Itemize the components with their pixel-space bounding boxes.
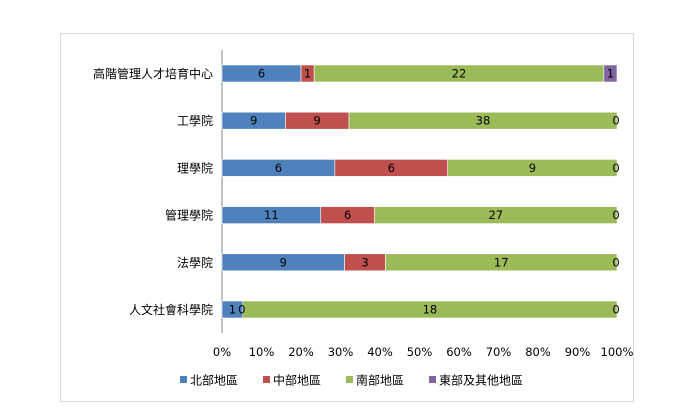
data-label: 1 — [607, 67, 614, 81]
x-tick-label: 20% — [288, 345, 314, 359]
category-label: 人文社會科學院 — [129, 302, 213, 317]
x-tick-label: 10% — [249, 345, 275, 359]
data-label: 0 — [612, 303, 619, 317]
x-tick-label: 0% — [213, 345, 231, 359]
x-tick-label: 70% — [486, 345, 512, 359]
data-label: 9 — [529, 161, 536, 175]
bar-segment — [447, 159, 618, 177]
legend-entry: 中部地區 — [273, 373, 321, 388]
data-label: 0 — [612, 114, 619, 128]
data-label: 6 — [344, 208, 351, 222]
bars-layer — [221, 64, 618, 319]
x-tick-label: 50% — [407, 345, 433, 359]
category-label: 管理學院 — [165, 208, 213, 223]
x-tick-label: 40% — [367, 345, 393, 359]
data-label: 38 — [476, 114, 491, 128]
legend-swatch — [263, 376, 270, 383]
category-label: 高階管理人才培育中心 — [93, 66, 213, 81]
x-tick-label: 80% — [525, 345, 551, 359]
data-label: 6 — [388, 161, 395, 175]
legend-swatch — [180, 376, 187, 383]
x-tick-label: 30% — [328, 345, 354, 359]
data-label: 0 — [238, 303, 245, 317]
legend-swatch — [346, 376, 353, 383]
category-label: 工學院 — [177, 114, 213, 128]
data-label: 22 — [452, 67, 467, 81]
category-label: 法學院 — [177, 256, 213, 270]
axis-layer: 0% 10% 20% 30% 40% 50% 60% 70% 80% 90% 100% — [213, 50, 634, 359]
data-label: 1 — [304, 67, 311, 81]
data-label: 6 — [258, 67, 265, 81]
data-label: 9 — [314, 114, 321, 128]
x-tick-label: 90% — [565, 345, 591, 359]
bar-segment — [242, 300, 618, 319]
bar-segment — [603, 64, 618, 83]
data-label: 3 — [361, 255, 368, 269]
data-label: 11 — [264, 208, 279, 222]
data-label: 0 — [612, 208, 619, 222]
data-label: 27 — [488, 208, 503, 222]
data-label: 0 — [612, 255, 619, 269]
data-label: 1 — [229, 303, 236, 317]
x-tick-label: 100% — [601, 345, 634, 359]
data-label: 0 — [612, 161, 619, 175]
legend: 北部地區 中部地區 南部地區 東部及其他地區 — [180, 373, 523, 388]
data-label: 17 — [494, 255, 509, 269]
legend-swatch — [429, 376, 436, 383]
x-tick-label: 60% — [446, 345, 472, 359]
bar-segment — [385, 253, 618, 272]
bar-segment — [374, 206, 618, 224]
bar-segment — [348, 111, 618, 130]
legend-entry: 東部及其他地區 — [439, 373, 523, 388]
legend-entry: 南部地區 — [356, 373, 404, 388]
labels-layer: 高階管理人才培育中心 6 1 22 1 工學院 9 9 38 0 理學院 6 6 9 0 管理學院 11 6 27 0… — [93, 66, 620, 317]
data-label: 6 — [275, 161, 282, 175]
data-label: 18 — [423, 303, 438, 317]
category-label: 理學院 — [177, 161, 213, 175]
data-label: 9 — [280, 255, 287, 269]
legend-entry: 北部地區 — [190, 373, 238, 388]
data-label: 9 — [250, 114, 257, 128]
